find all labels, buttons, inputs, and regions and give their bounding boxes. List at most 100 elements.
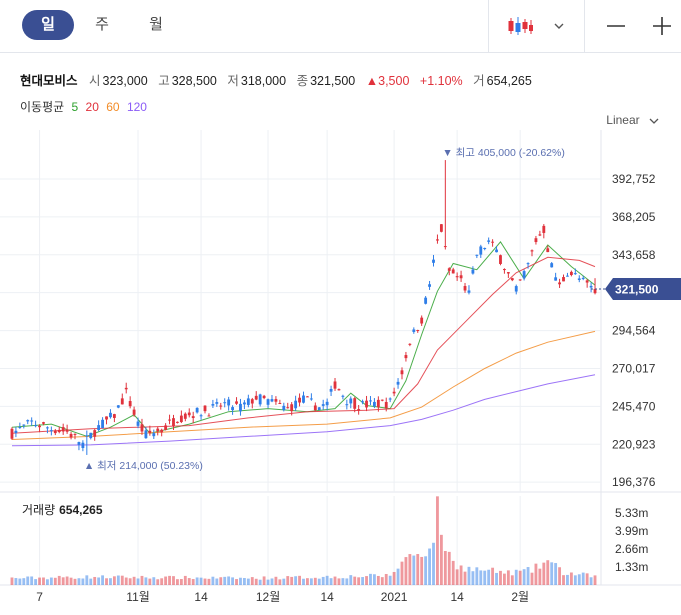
open-value: 323,000 [102,74,148,88]
volume-bar [152,577,156,585]
volume-bar [207,578,211,585]
chart-type-dropdown[interactable] [548,0,570,52]
volume-bar [463,571,467,585]
volume-bar [436,496,439,585]
candle-body [183,413,187,419]
candle-body [101,419,104,429]
volume-bar [101,575,104,585]
candle-body [187,412,191,416]
zoom-in-button[interactable] [642,0,681,52]
volume-bar [325,575,329,585]
candle-body [447,268,451,271]
high-value: 328,500 [171,74,217,88]
candle-body [420,317,424,324]
candle-body [223,402,227,404]
candle-body [93,430,97,437]
volume-tick-label: 3.99m [615,524,648,538]
candle-body [483,247,487,249]
moving-average-legend: 이동평균 5 20 60 120 [20,98,151,115]
close-label: 종 [296,74,309,88]
candle-body [550,263,554,268]
candle-body [455,276,459,278]
candle-body [341,395,345,397]
candle-body [105,416,108,420]
ma20-line [11,256,596,434]
candle-body [242,402,246,405]
volume-bar [124,577,128,585]
candle-body [191,416,195,419]
candle-body [309,398,313,400]
volume-bar [81,578,85,585]
ma5-legend[interactable]: 5 [71,100,79,114]
candle-body [109,412,112,418]
volume-bar [372,574,376,585]
volume-bar [97,577,101,585]
zoom-out-button[interactable] [596,0,636,52]
candle-body [337,389,341,391]
volume-bar [34,579,38,585]
candle-body [542,225,546,233]
candle-body [463,286,467,291]
volume-bar [428,548,431,585]
volume-bar [333,576,337,585]
change-value: ▲3,500 [365,74,410,88]
candle-body [203,405,207,412]
ma5-line [11,241,596,437]
candle-body [400,370,404,375]
candle-body [384,402,388,408]
low-label: 저 [227,74,239,88]
volume-bar [581,572,585,585]
candle-body [274,399,278,402]
ma120-legend[interactable]: 120 [126,100,147,114]
tab-weekly[interactable]: 주 [95,16,109,33]
volume-bar [148,578,152,585]
ma20-legend[interactable]: 20 [85,100,99,114]
volume-bar [432,542,435,585]
volume-bar [156,579,160,585]
volume-bar [573,575,577,585]
candle-body [176,421,179,423]
candle-body [499,255,502,264]
time-tick-label: 2월 [511,590,529,604]
volume-bar [341,578,345,585]
volume-bar [116,575,120,585]
candle-body [179,415,183,423]
chart-type-button[interactable] [500,0,540,52]
volume-bar [246,578,250,585]
ma-legend-label: 이동평균 [20,100,65,114]
candle-body [522,271,526,279]
time-tick-label: 2021 [381,590,408,604]
candle-body [329,388,333,392]
volume-bar [42,577,45,585]
volume-bar [195,577,199,585]
ma60-legend[interactable]: 60 [106,100,120,114]
volume-bar [337,578,341,585]
volume-bar [357,577,361,585]
volume-bar [384,573,388,585]
ma120-line [11,374,596,447]
volume-bar [577,574,581,585]
candle-body [345,404,349,406]
candle-body [577,278,581,280]
candle-body [89,432,93,439]
candle-body [467,290,471,293]
volume-bar [455,569,459,585]
tab-monthly[interactable]: 월 [149,16,163,33]
scale-toggle[interactable]: Linear [606,113,659,127]
volume-bar [211,576,215,585]
tab-daily[interactable]: 일 [22,10,74,40]
volume-title-label: 거래량 [22,503,56,517]
volume-bar [400,561,404,585]
volume-bar [69,577,73,585]
volume-bar [57,575,61,585]
volume-bar [408,554,412,585]
volume-bar [302,578,305,585]
current-price-badge [605,277,681,300]
high-label: 고 [158,74,170,88]
current-price-label: 321,500 [615,282,659,296]
candle-body [49,430,53,432]
candle-body [38,425,41,428]
volume-bar [254,578,258,585]
candle-body [585,280,589,283]
